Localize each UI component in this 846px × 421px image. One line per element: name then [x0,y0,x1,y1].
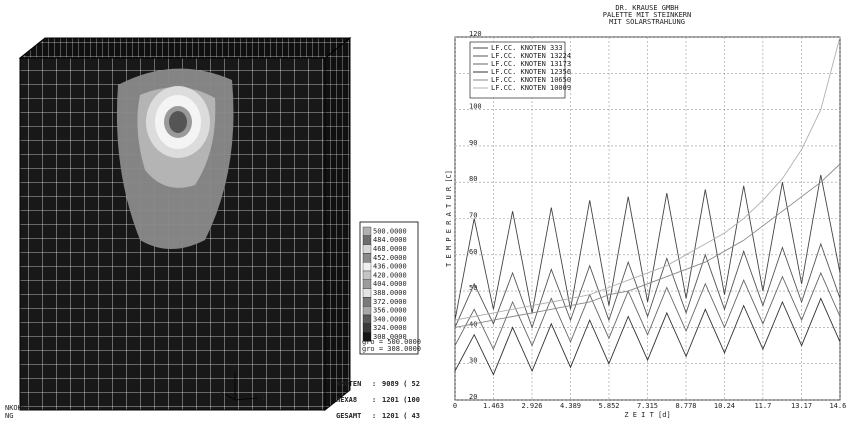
legend-label: LF.CC. KNOTEN 12356 [491,68,571,76]
legend-label: 324.0000 [373,324,407,332]
legend-footer: gro = 308.0000 [362,345,421,353]
x-tick-label: 10.24 [714,402,735,410]
y-tick-label: 80 [469,175,477,183]
legend-label: 404.0000 [373,280,407,288]
legend-label: LF.CC. KNOTEN 13224 [491,52,571,60]
chart-title: PALETTE MIT STEINKERN [603,11,692,19]
x-tick-label: 2.926 [521,402,542,410]
triad-label: 2 [218,390,222,398]
series-line [454,36,841,321]
x-tick-label: 14.63 [829,402,846,410]
legend-swatch [362,244,372,254]
legend-swatch [362,314,372,324]
x-tick-label: 13.17 [791,402,812,410]
legend-label: 436.0000 [373,263,407,271]
stats-text: 1201 ( 43 [382,412,420,420]
legend-label: 484.0000 [373,236,407,244]
legend-footer: gro = 500.0000 [362,338,421,346]
model-label: NG [5,412,13,420]
stats-text: : [372,380,376,388]
x-tick-label: 5.852 [598,402,619,410]
legend-label: 388.0000 [373,289,407,297]
legend-swatch [362,323,372,333]
model-label: NKOHLE [5,404,30,412]
legend-swatch [362,288,372,298]
series-line [454,242,841,329]
x-axis-label: Z E I T [d] [624,411,670,419]
y-tick-label: 100 [469,103,482,111]
legend-swatch [362,253,372,263]
stats-text: KNOTEN [336,380,361,388]
y-axis-label: T E M P E R A T U R [C] [445,170,453,267]
x-tick-label: 4.389 [560,402,581,410]
legend-label: 452.0000 [373,254,407,262]
stats-text: GESAMT [336,412,361,420]
triad-label: 3 [232,364,236,372]
x-tick-label: 7.315 [637,402,658,410]
legend-swatch [362,279,372,289]
y-tick-label: 50 [469,284,477,292]
mesh-block [18,36,352,412]
y-tick-label: 120 [469,30,482,38]
y-tick-label: 70 [469,212,477,220]
legend-label: 420.0000 [373,271,407,279]
series-line [454,163,841,328]
triad-label: 1 [261,394,265,402]
legend-label: 372.0000 [373,298,407,306]
legend-swatch [362,297,372,307]
stats-text: HEXA8 [336,396,357,404]
y-tick-label: 30 [469,357,477,365]
chart-title: MIT SOLARSTRAHLUNG [609,18,685,26]
legend-label: 500.0000 [373,227,407,235]
legend-swatch [362,270,372,280]
stats-text: : [372,396,376,404]
legend-label: 356.0000 [373,307,407,315]
legend-label: 340.0000 [373,315,407,323]
legend-swatch [362,306,372,316]
y-tick-label: 60 [469,248,477,256]
x-tick-label: 11.7 [754,402,771,410]
legend-box [469,41,566,99]
x-tick-label: 1.463 [483,402,504,410]
x-tick-label: 0 [453,402,457,410]
legend-label: LF.CC. KNOTEN 10650 [491,76,571,84]
legend-swatch [362,226,372,236]
chart-title: DR. KRAUSE GMBH [615,4,678,12]
stats-text: 1201 (100 [382,396,420,404]
series-line [454,271,841,351]
legend-swatch [362,235,372,245]
series-line [454,174,841,321]
legend-swatch [362,262,372,272]
legend-label: 468.0000 [373,245,407,253]
x-tick-label: 8.778 [675,402,696,410]
legend-label: LF.CC. KNOTEN 333 [491,44,563,52]
stats-text: : [372,412,376,420]
legend-swatch [362,332,372,342]
legend-label: LF.CC. KNOTEN 13173 [491,60,571,68]
legend-label: LF.CC. KNOTEN 10009 [491,84,571,92]
axis-triad [224,372,259,401]
y-tick-label: 90 [469,139,477,147]
series-line [454,297,841,376]
legend-label: 308.0000 [373,333,407,341]
stats-text: 9089 ( 52 [382,380,420,388]
y-tick-label: 20 [469,393,477,401]
